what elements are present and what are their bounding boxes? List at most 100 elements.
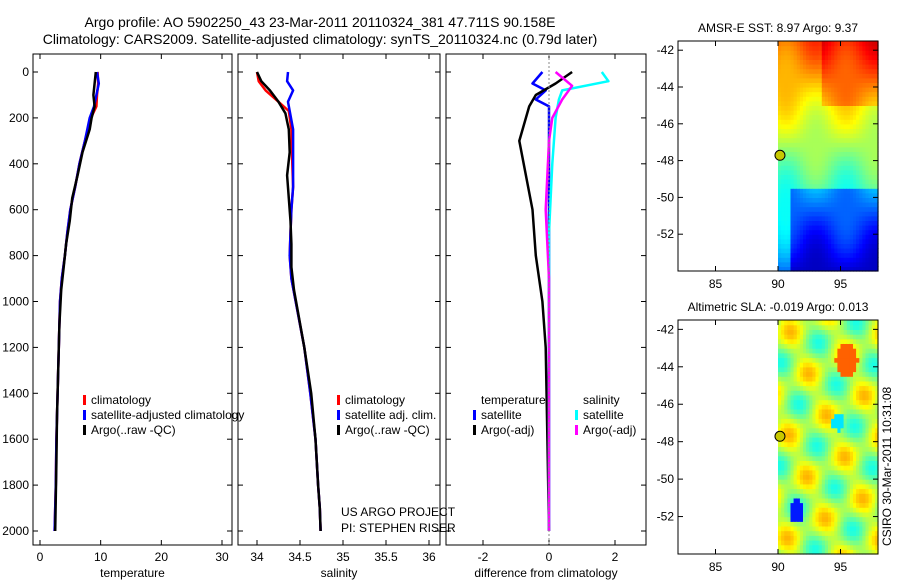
map-cell [793, 413, 798, 419]
map-cell [793, 183, 798, 189]
map-cell [818, 525, 823, 532]
map-cell [818, 376, 823, 382]
map-cell [815, 77, 820, 83]
map-cell [793, 105, 798, 111]
map-cell [778, 535, 782, 541]
map-cell [793, 385, 798, 391]
map-cell [812, 343, 817, 349]
map-cell [803, 329, 807, 335]
map-cell [846, 248, 851, 254]
map-cell [865, 441, 870, 447]
map-cell [809, 183, 813, 189]
map-cell [793, 390, 798, 396]
map-cell [828, 248, 832, 254]
map-cell [799, 329, 804, 335]
map-cell [818, 507, 823, 513]
map-cell [793, 248, 798, 254]
map-cell [865, 100, 870, 106]
map-cell [859, 211, 863, 217]
map-cell [843, 188, 848, 194]
map-cell [821, 465, 826, 471]
map-cell [803, 483, 807, 490]
map-cell [824, 329, 829, 335]
map-cell [824, 110, 829, 116]
map-cell [778, 110, 782, 116]
map-cell [862, 511, 867, 518]
map-cell [843, 169, 848, 175]
map-cell [821, 502, 826, 508]
map-cell [853, 257, 857, 263]
map-cell [790, 394, 795, 401]
map-cell [856, 266, 860, 272]
map-cell [790, 549, 795, 555]
map-cell [815, 156, 820, 162]
map-cell [874, 488, 879, 494]
map-cell [849, 234, 854, 240]
map-cell [871, 394, 876, 401]
map-cell [843, 77, 848, 83]
map-cell [856, 82, 860, 88]
map-cell [868, 215, 873, 221]
x-tick-label: 30 [215, 550, 229, 564]
map-cell [865, 413, 870, 419]
map-cell [843, 174, 848, 180]
map-cell [840, 511, 845, 518]
map-cell [812, 413, 817, 419]
map-cell [793, 128, 798, 134]
map-cell [793, 497, 798, 504]
map-cell [806, 488, 810, 494]
map-cell [874, 234, 879, 240]
map-cell [843, 179, 848, 185]
map-cell [787, 68, 792, 74]
map-cell [793, 211, 798, 217]
map-cell [793, 338, 798, 344]
y-tick-label: 1000 [2, 295, 29, 309]
map-cell [803, 507, 807, 513]
map-cell [815, 87, 820, 93]
map-cell [871, 385, 876, 391]
map-cell [790, 437, 795, 443]
map-cell [837, 220, 842, 226]
map-cell [853, 266, 857, 272]
map-cell [868, 366, 873, 373]
map-cell [859, 151, 863, 157]
map-cell [824, 133, 829, 139]
map-cell [865, 390, 870, 396]
map-cell [818, 549, 823, 555]
map-cell [840, 521, 845, 527]
map-cell [856, 502, 860, 508]
map-cell [874, 502, 879, 508]
map-cell [862, 455, 867, 461]
map-cell [790, 146, 795, 152]
map-cell [856, 142, 860, 148]
map-cell [812, 441, 817, 447]
map-cell [809, 91, 813, 97]
map-cell [862, 165, 867, 171]
map-cell [853, 460, 857, 466]
map-cell [803, 343, 807, 349]
map-cell [831, 357, 835, 363]
map-cell [806, 133, 810, 139]
map-cell [818, 362, 823, 368]
map-cell [868, 41, 873, 47]
map-cell [846, 380, 851, 387]
map-cell [853, 252, 857, 258]
map-cell [806, 257, 810, 263]
map-cell [818, 329, 823, 335]
map-cell [834, 133, 838, 139]
map-cell [809, 427, 813, 433]
map-cell [803, 451, 807, 457]
map-cell [821, 133, 826, 139]
map-cell [809, 479, 813, 485]
map-cell [871, 229, 876, 235]
map-cell [849, 418, 854, 424]
map-cell [849, 399, 854, 405]
map-cell [790, 41, 795, 47]
map-cell [803, 366, 807, 373]
map-cell [781, 362, 785, 368]
map-cell [862, 479, 867, 485]
map-cell [778, 169, 782, 175]
map-cell [828, 151, 832, 157]
map-cell [856, 91, 860, 97]
map-cell [824, 179, 829, 185]
